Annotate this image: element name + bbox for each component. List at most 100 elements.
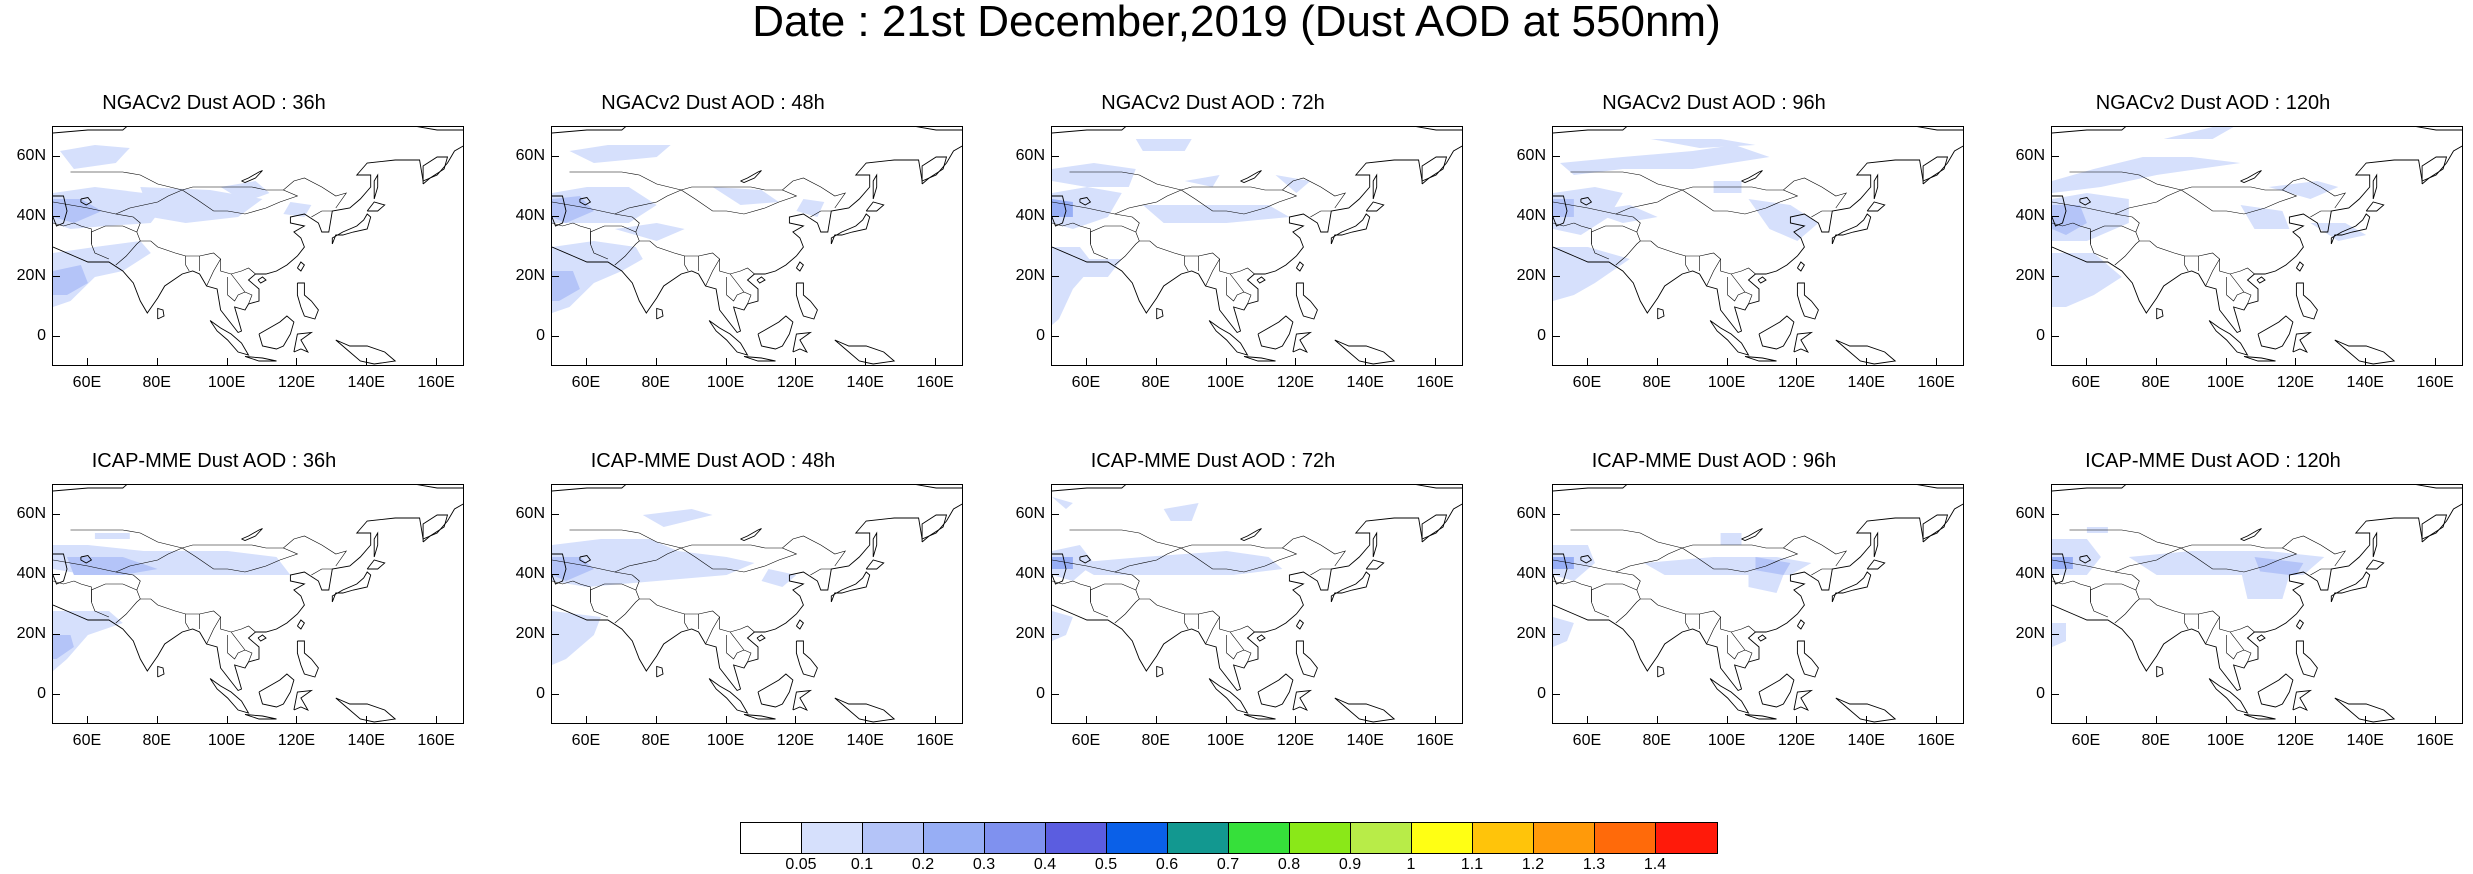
country-border <box>91 601 110 618</box>
country-border <box>1226 635 1245 660</box>
lon-tick-mark <box>2295 358 2297 366</box>
coastline <box>579 555 592 564</box>
coastline <box>373 531 379 558</box>
dust-aod-region <box>1275 175 1311 193</box>
lon-tick-label: 100E <box>1206 732 1245 749</box>
country-border <box>1615 598 1641 624</box>
dust-aod-region <box>2254 557 2304 575</box>
country-border <box>552 201 755 275</box>
coastline <box>53 195 68 227</box>
dust-aod-region <box>642 509 713 527</box>
country-border <box>311 568 333 576</box>
lon-tick-label: 160E <box>2416 374 2454 391</box>
country-border <box>1573 580 1592 602</box>
lat-tick-label: 60N <box>1516 147 1546 164</box>
lat-tick-mark <box>551 156 559 157</box>
colorbar-cell <box>1107 823 1168 853</box>
country-border <box>53 559 256 633</box>
coastline <box>1553 195 1568 227</box>
lat-tick-label: 60N <box>515 147 545 164</box>
colorbar-cell <box>1229 823 1290 853</box>
lon-tick-mark <box>2225 358 2227 366</box>
lon-tick-label: 160E <box>1917 374 1955 391</box>
lon-tick-mark <box>156 716 158 724</box>
coastline <box>656 307 664 320</box>
coastline <box>1296 261 1304 272</box>
lat-tick-label: 20N <box>1516 625 1546 642</box>
country-border <box>1052 222 1073 227</box>
coastline <box>1797 619 1805 630</box>
lat-tick-label: 20N <box>2015 625 2045 642</box>
colorbar-label: 0.4 <box>1033 856 1057 873</box>
lat-tick-label: 60N <box>1015 505 1045 522</box>
lat-tick-mark <box>52 634 60 635</box>
coastline <box>1372 173 1378 200</box>
country-border <box>1591 601 1610 618</box>
coastline <box>1797 261 1805 272</box>
coastline <box>1052 503 1462 692</box>
coastline <box>296 282 319 320</box>
lat-tick-mark <box>1051 216 1059 217</box>
map-panel: NGACv2 Dust AOD : 96h 60N 40N 20N 0 60E 80E 100… <box>1504 92 1964 402</box>
coastline <box>579 197 592 206</box>
lon-tick-mark <box>1225 716 1227 724</box>
coastline <box>1553 485 1963 492</box>
coastline <box>209 320 250 356</box>
dust-aod-region <box>94 533 130 539</box>
coastline <box>1365 559 1385 570</box>
dust-aod-region <box>1052 199 1073 217</box>
country-border <box>614 535 847 573</box>
map-area <box>1552 126 1964 366</box>
country-border <box>1682 547 1799 573</box>
lat-tick-label: 0 <box>1537 685 1546 702</box>
coastline <box>53 127 463 134</box>
country-border <box>1181 547 1298 573</box>
country-border <box>1591 583 1637 602</box>
dust-aod-region <box>552 539 755 587</box>
colorbar-cell <box>1656 823 1717 853</box>
colorbar-cell <box>1168 823 1229 853</box>
lat-tick-label: 20N <box>1516 267 1546 284</box>
coastline <box>1052 195 1067 227</box>
colorbar-cell <box>802 823 863 853</box>
coastline <box>2372 173 2378 200</box>
lon-tick-mark <box>1435 358 1437 366</box>
coastline <box>1657 307 1665 320</box>
lon-tick-label: 80E <box>1141 374 1170 391</box>
lon-tick-label: 80E <box>1141 732 1170 749</box>
dust-aod-region <box>614 223 685 241</box>
coastline <box>1709 678 1750 714</box>
lon-tick-mark <box>86 716 88 724</box>
coastline <box>921 514 948 543</box>
lat-tick-mark <box>1051 634 1059 635</box>
lat-tick-label: 60N <box>16 505 46 522</box>
colorbar-label: 0.5 <box>1094 856 1118 873</box>
colorbar-cell <box>1473 823 1534 853</box>
coastline <box>258 315 295 350</box>
colorbar-label: 1.3 <box>1582 856 1606 873</box>
country-border <box>2069 171 2182 191</box>
panel-title: NGACv2 Dust AOD : 96h <box>1602 92 1826 114</box>
coastline <box>1052 145 1462 334</box>
country-border <box>2205 258 2220 287</box>
coastline <box>1793 689 1814 711</box>
lon-tick-mark <box>2085 716 2087 724</box>
coastline <box>2208 320 2249 356</box>
lon-tick-mark <box>1866 716 1868 724</box>
lon-tick-label: 60E <box>2071 732 2101 749</box>
country-border <box>614 177 847 215</box>
dust-aod-region <box>1560 145 1770 175</box>
coastline <box>1796 282 1819 320</box>
coastline <box>2052 485 2462 492</box>
country-border <box>2072 580 2091 602</box>
lon-tick-label: 140E <box>1346 374 1384 391</box>
colorbar-cell <box>1534 823 1595 853</box>
lat-tick-label: 0 <box>536 327 545 344</box>
coastline <box>80 555 93 564</box>
lon-tick-label: 160E <box>2416 732 2454 749</box>
coastline <box>743 714 776 720</box>
lat-tick-label: 20N <box>1015 625 1045 642</box>
coastline <box>795 282 818 320</box>
lon-tick-mark <box>366 358 368 366</box>
country-border <box>1114 598 1140 624</box>
